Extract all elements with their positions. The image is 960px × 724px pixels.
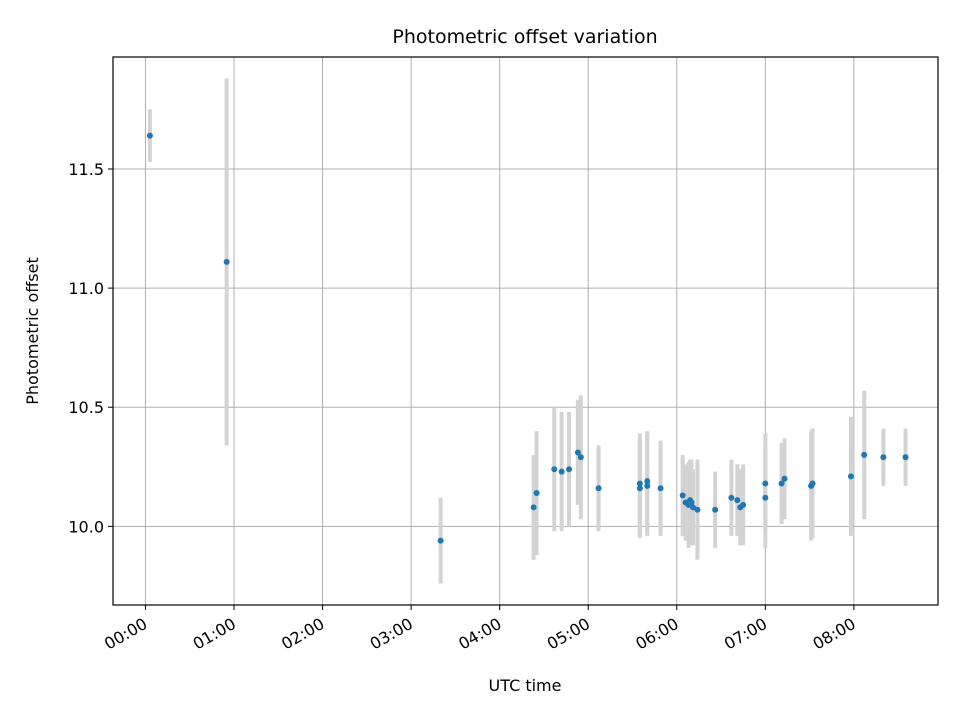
data-point [679,492,686,499]
data-point [734,497,741,504]
data-point [530,504,537,511]
data-point [690,504,697,511]
data-point [861,451,868,458]
data-point [644,478,651,485]
y-tick-label: 10.0 [68,517,104,536]
axes-frame [112,56,939,606]
data-point [595,485,602,492]
data-point [636,485,643,492]
data-point [728,494,735,501]
data-point [778,480,785,487]
data-point [223,258,230,265]
data-point [688,499,695,506]
data-point [574,449,581,456]
data-point [847,473,854,480]
data-point [781,475,788,482]
data-point [809,480,816,487]
data-point [712,506,719,513]
data-point [880,454,887,461]
data-point [902,454,909,461]
y-tick-label: 11.0 [68,279,104,298]
data-point [740,501,747,508]
data-point [437,537,444,544]
data-point [533,490,540,497]
data-point [577,454,584,461]
data-point [558,468,565,475]
data-point [657,485,664,492]
data-point [762,480,769,487]
y-axis-label: Photometric offset [23,257,42,405]
data-point [762,494,769,501]
x-axis-label: UTC time [489,676,562,695]
chart-title: Photometric offset variation [392,26,657,48]
data-point [551,466,558,473]
y-tick-label: 10.5 [68,398,104,417]
data-point [566,466,573,473]
data-point [694,506,701,513]
data-point [644,482,651,489]
data-point [636,480,643,487]
y-tick-label: 11.5 [68,160,104,179]
data-point [146,132,153,139]
